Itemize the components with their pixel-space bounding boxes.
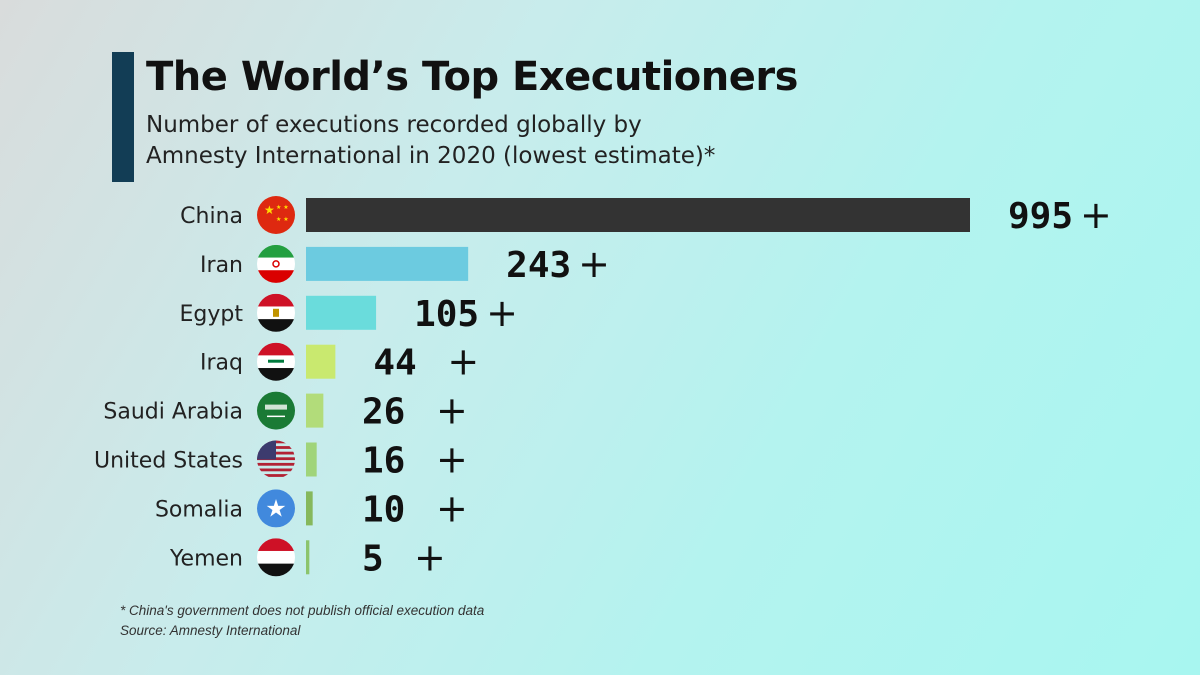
chart-subtitle: Number of executions recorded globally b…: [146, 110, 715, 172]
value-label: 26: [362, 392, 405, 433]
value-label: 243: [506, 245, 571, 286]
iraq-flag-icon: [257, 342, 295, 381]
somalia-flag-icon: ★: [257, 489, 295, 528]
bar-iraq: [306, 344, 336, 379]
value-suffix: +: [414, 535, 446, 579]
source-note: Source: Amnesty International: [120, 623, 301, 638]
title-accent-bar: [112, 52, 134, 182]
united-states-flag-icon: [257, 440, 295, 477]
bar-somalia: [306, 491, 313, 526]
bar-yemen: [306, 540, 310, 575]
value-suffix: +: [436, 486, 468, 530]
footnote: * China's government does not publish of…: [120, 603, 485, 618]
value-label: 44: [373, 343, 416, 384]
category-label: Egypt: [180, 302, 244, 327]
value-label: 995: [1008, 196, 1073, 237]
yemen-flag-icon: [257, 538, 295, 577]
saudi-arabia-flag-icon: [257, 391, 295, 430]
category-label: Yemen: [169, 546, 243, 571]
value-label: 16: [362, 441, 405, 482]
category-label: China: [180, 204, 243, 229]
value-suffix: +: [486, 291, 518, 335]
category-label: United States: [94, 449, 243, 474]
category-label: Saudi Arabia: [103, 400, 243, 425]
china-flag-icon: ★ ★ ★ ★ ★: [257, 196, 295, 234]
value-suffix: +: [578, 242, 610, 286]
value-suffix: +: [436, 389, 468, 433]
svg-text:★: ★: [265, 494, 287, 522]
value-label: 10: [362, 489, 405, 530]
chart-title: The World’s Top Executioners: [146, 54, 798, 100]
value-label: 105: [414, 294, 479, 335]
value-label: 5: [362, 538, 384, 579]
bar-china: [306, 198, 970, 232]
egypt-flag-icon: [257, 293, 295, 332]
svg-text:★: ★: [264, 203, 275, 217]
category-label: Somalia: [155, 497, 243, 522]
value-suffix: +: [436, 438, 468, 482]
value-suffix: +: [1080, 193, 1112, 237]
svg-text:★ ★: ★ ★: [276, 204, 289, 211]
svg-text:★ ★: ★ ★: [276, 216, 289, 223]
bar-iran: [306, 246, 469, 281]
subtitle-line-2: Amnesty International in 2020 (lowest es…: [146, 143, 716, 169]
category-label: Iraq: [200, 351, 243, 376]
iran-flag-icon: [257, 244, 295, 283]
category-label: Iran: [200, 253, 243, 278]
bar-egypt: [306, 295, 377, 330]
value-suffix: +: [447, 340, 479, 384]
bar-united-states: [306, 442, 317, 477]
bar-saudi-arabia: [306, 393, 324, 428]
subtitle-line-1: Number of executions recorded globally b…: [146, 112, 642, 138]
